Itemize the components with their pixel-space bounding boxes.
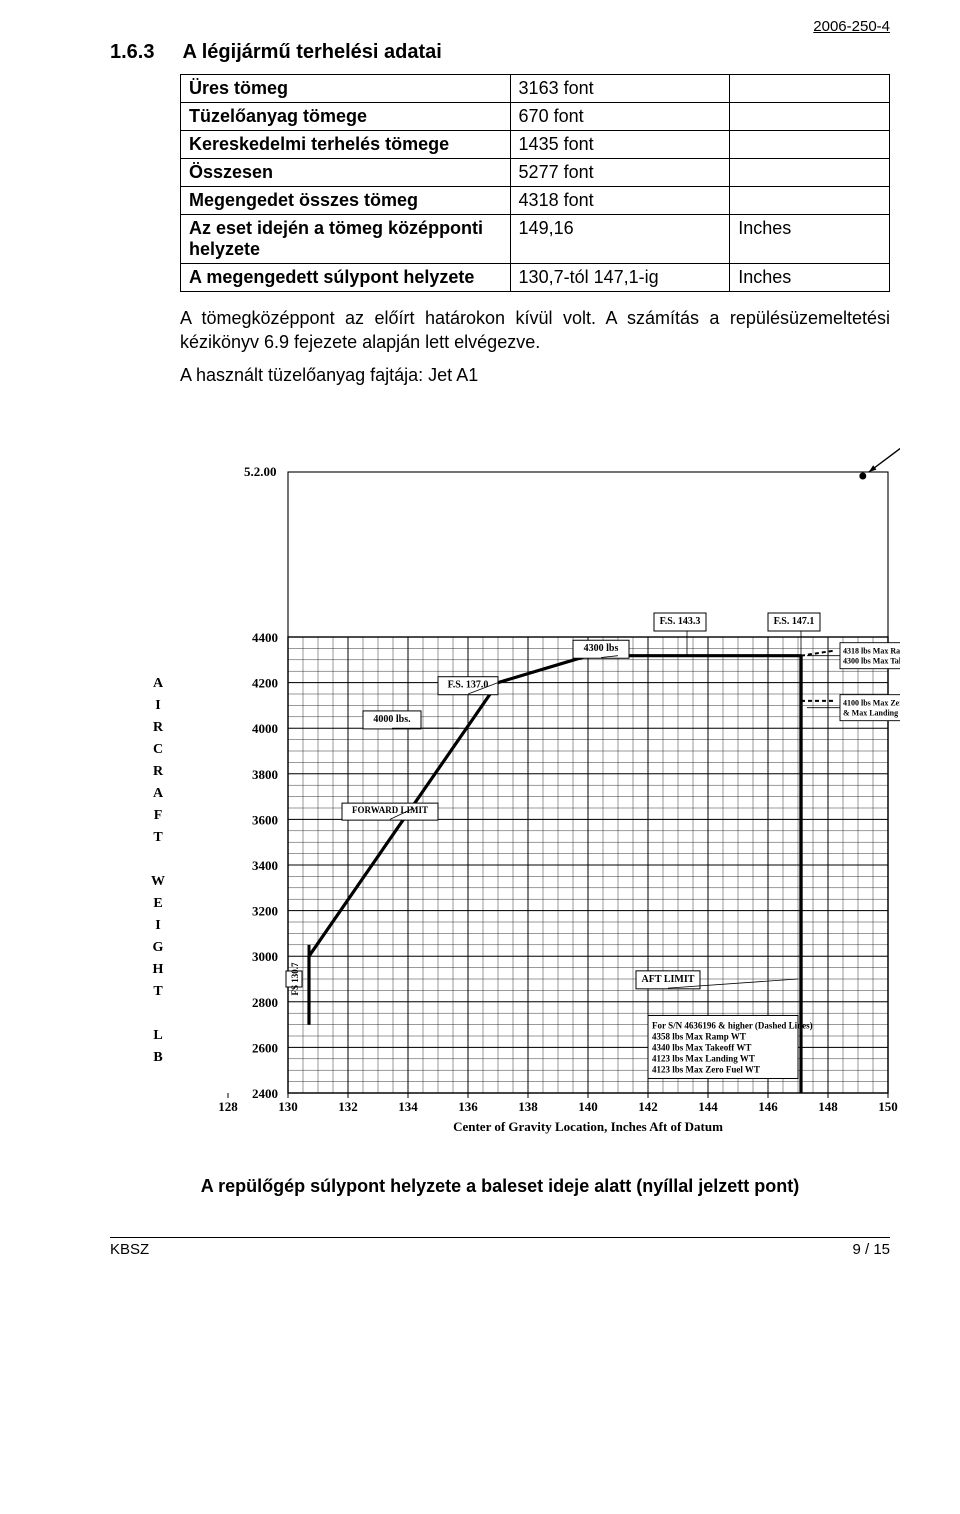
page-footer: KBSZ 9 / 15 [110,1237,890,1258]
svg-text:I: I [155,698,160,713]
svg-text:148: 148 [818,1099,838,1114]
svg-text:G: G [153,940,164,955]
footer-right: 9 / 15 [852,1241,890,1258]
svg-text:4000: 4000 [252,721,278,736]
svg-text:134: 134 [398,1099,418,1114]
table-row: Kereskedelmi terhelés tömege1435 font [181,131,890,159]
svg-text:W: W [151,874,165,889]
chart-caption: A repülőgép súlypont helyzete a baleset … [110,1176,890,1197]
row-label: Kereskedelmi terhelés tömege [181,131,511,159]
paragraph-fuel: A használt tüzelőanyag fajtája: Jet A1 [180,363,890,387]
row-value: 130,7-tól 147,1-ig [510,264,730,292]
svg-text:3400: 3400 [252,858,278,873]
load-data-table: Üres tömeg3163 fontTüzelőanyag tömege670… [180,74,890,292]
svg-text:144: 144 [698,1099,718,1114]
svg-text:4318 lbs Max Ramp WT: 4318 lbs Max Ramp WT [843,647,900,656]
svg-text:B: B [153,1050,162,1065]
svg-text:L: L [153,1028,162,1043]
svg-text:128: 128 [218,1099,238,1114]
svg-text:4100 lbs Max Zero Fuel: 4100 lbs Max Zero Fuel [843,699,900,708]
row-value: 4318 font [510,187,730,215]
row-label: Üres tömeg [181,75,511,103]
row-label: Összesen [181,159,511,187]
row-unit [730,75,890,103]
svg-text:H: H [153,962,164,977]
row-value: 1435 font [510,131,730,159]
footer-left: KBSZ [110,1241,149,1258]
row-value: 149,16 [510,215,730,264]
table-row: Megengedet összes tömeg4318 font [181,187,890,215]
svg-text:I: I [155,918,160,933]
svg-text:F: F [154,808,163,823]
svg-text:130: 130 [278,1099,298,1114]
row-value: 5277 font [510,159,730,187]
table-row: Összesen5277 font [181,159,890,187]
svg-text:R: R [153,764,164,779]
svg-text:C: C [153,742,163,757]
svg-text:F.S. 147.1: F.S. 147.1 [774,616,815,627]
svg-text:3600: 3600 [252,812,278,827]
svg-text:4358 lbs Max Ramp WT: 4358 lbs Max Ramp WT [652,1031,746,1041]
svg-text:F.S. 137.0: F.S. 137.0 [448,680,489,691]
svg-text:4400: 4400 [252,630,278,645]
row-label: Az eset idején a tömeg középponti helyze… [181,215,511,264]
svg-text:A: A [153,676,164,691]
svg-text:4123 lbs Max Zero Fuel WT: 4123 lbs Max Zero Fuel WT [652,1064,760,1074]
svg-text:3800: 3800 [252,767,278,782]
svg-text:146: 146 [758,1099,778,1114]
svg-text:For S/N 4636196 & higher (Dash: For S/N 4636196 & higher (Dashed Lines) [652,1020,813,1030]
table-row: A megengedett súlypont helyzete130,7-tól… [181,264,890,292]
row-label: Megengedet összes tömeg [181,187,511,215]
svg-text:FS 130.7: FS 130.7 [290,962,300,996]
svg-text:136: 136 [458,1099,478,1114]
row-label: A megengedett súlypont helyzete [181,264,511,292]
row-unit: Inches [730,264,890,292]
svg-text:4000 lbs.: 4000 lbs. [373,714,411,725]
svg-text:140: 140 [578,1099,598,1114]
svg-text:132: 132 [338,1099,358,1114]
table-row: Üres tömeg3163 font [181,75,890,103]
svg-text:142: 142 [638,1099,658,1114]
svg-text:FORWARD LIMIT: FORWARD LIMIT [352,805,428,815]
paragraph-cg-note: A tömegközéppont az előírt határokon kív… [180,306,890,355]
svg-text:4340 lbs Max Takeoff WT: 4340 lbs Max Takeoff WT [652,1042,751,1052]
svg-text:AFT LIMIT: AFT LIMIT [642,974,695,985]
section-number: 1.6.3 [110,41,154,64]
document-id: 2006-250-4 [110,18,890,35]
svg-text:& Max Landing WT: & Max Landing WT [843,709,900,718]
svg-text:4300 lbs Max Takeoff WT: 4300 lbs Max Takeoff WT [843,657,900,666]
svg-text:2600: 2600 [252,1040,278,1055]
svg-text:138: 138 [518,1099,538,1114]
svg-text:3200: 3200 [252,903,278,918]
svg-text:2400: 2400 [252,1086,278,1101]
section-heading: 1.6.3 A légijármű terhelési adatai [110,41,890,64]
svg-text:4300 lbs: 4300 lbs [584,643,619,654]
svg-text:T: T [153,984,163,999]
table-row: Tüzelőanyag tömege670 font [181,103,890,131]
svg-text:3000: 3000 [252,949,278,964]
row-label: Tüzelőanyag tömege [181,103,511,131]
svg-text:T: T [153,830,163,845]
svg-text:Center of Gravity Location, In: Center of Gravity Location, Inches Aft o… [453,1119,723,1134]
row-value: 3163 font [510,75,730,103]
row-unit [730,103,890,131]
row-unit [730,159,890,187]
svg-text:2800: 2800 [252,995,278,1010]
svg-text:4123 lbs Max Landing WT: 4123 lbs Max Landing WT [652,1053,755,1063]
row-unit [730,187,890,215]
table-row: Az eset idején a tömeg középponti helyze… [181,215,890,264]
svg-text:A: A [153,786,164,801]
svg-text:E: E [153,896,162,911]
row-unit [730,131,890,159]
cg-envelope-chart: 5.2.00 2400 2600 2800 3000 3200 3400 3600 3800 40… [110,419,890,1154]
svg-text:R: R [153,720,164,735]
svg-text:F.S. 143.3: F.S. 143.3 [660,616,701,627]
row-unit: Inches [730,215,890,264]
svg-text:150: 150 [878,1099,898,1114]
section-title: A légijármű terhelési adatai [182,41,441,64]
row-value: 670 font [510,103,730,131]
svg-text:5.2.00: 5.2.00 [244,464,277,479]
svg-text:4200: 4200 [252,675,278,690]
